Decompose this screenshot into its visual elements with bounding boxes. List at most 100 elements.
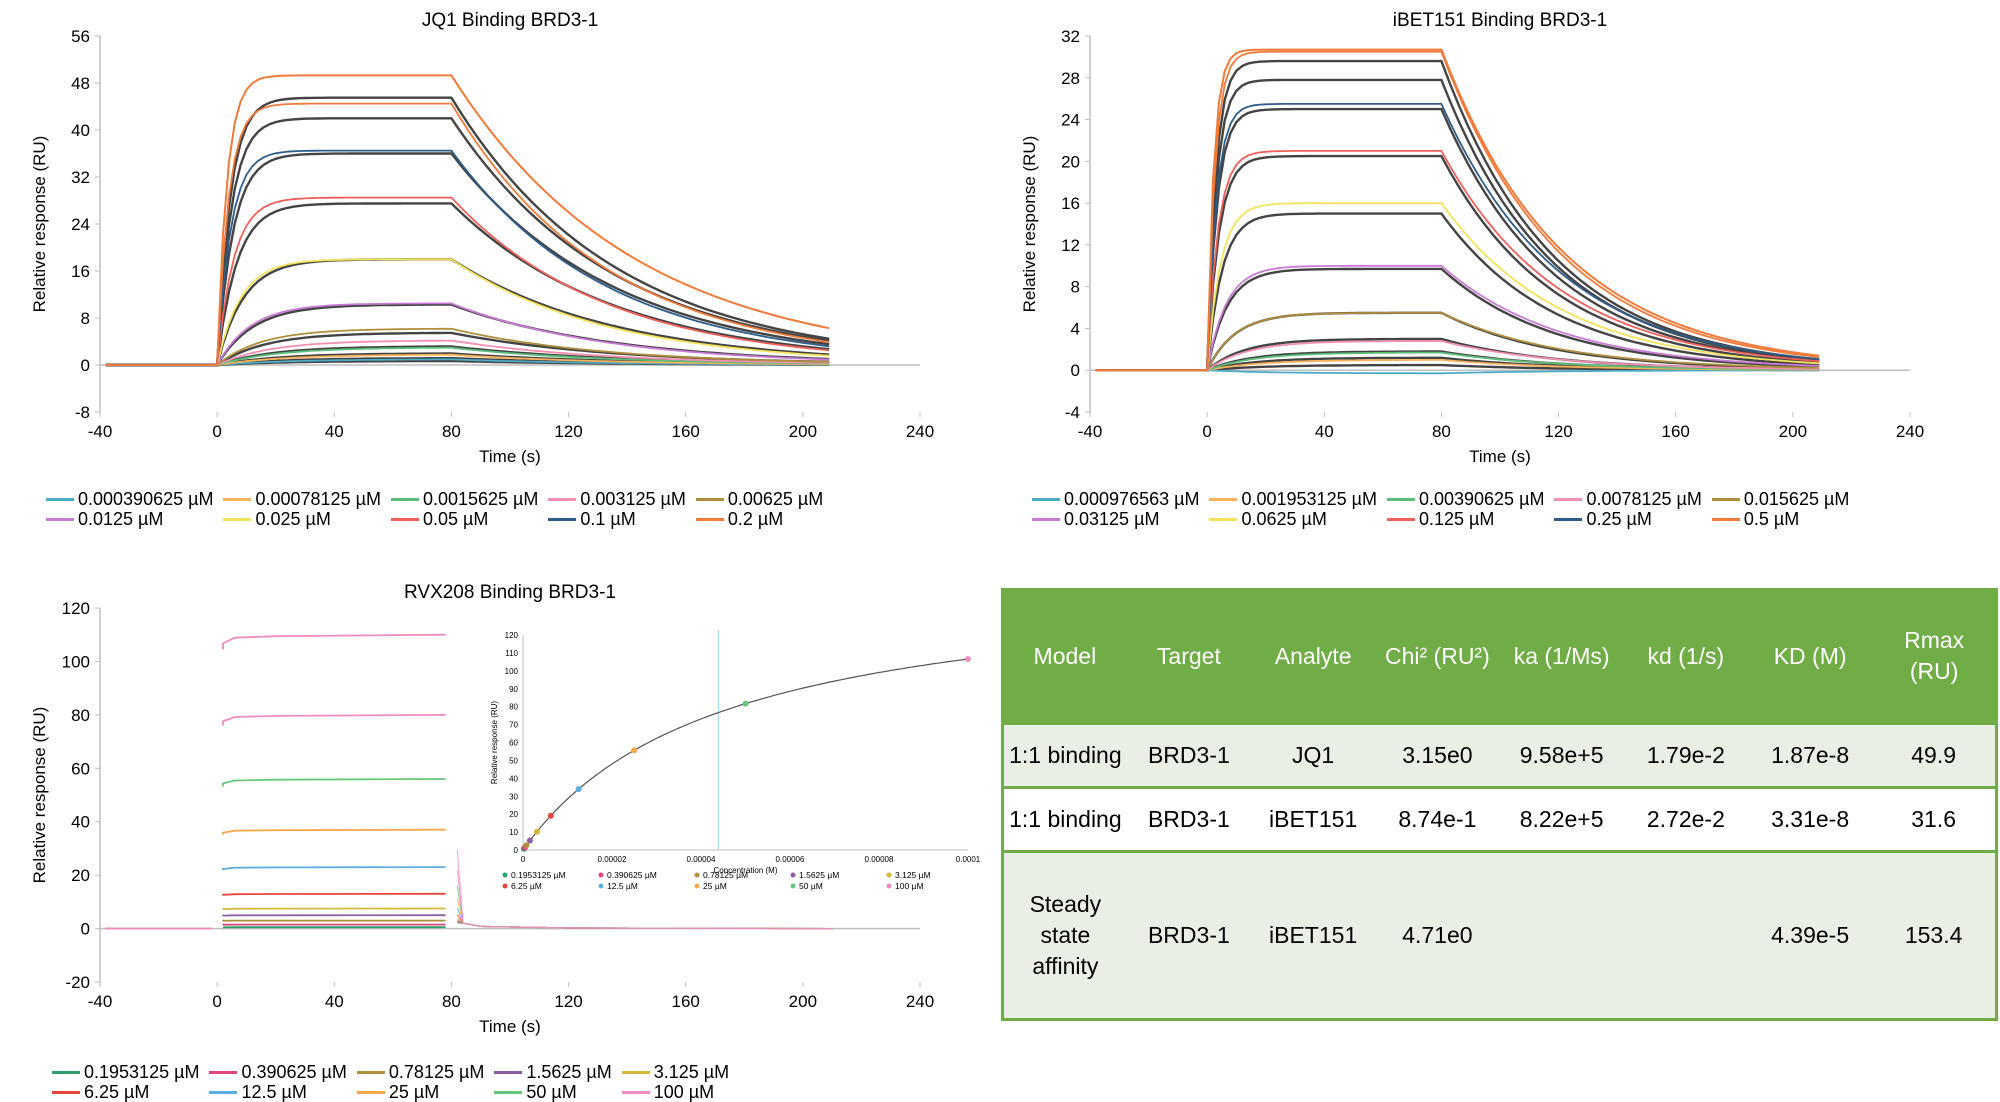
legend-label: 0.00078125 µM	[255, 489, 381, 509]
legend-swatch	[695, 518, 724, 521]
rvx208-sensorgram-chart: RVX208 Binding BRD3-1-20020406080100120-…	[30, 582, 981, 1036]
fit-curve	[105, 202, 830, 367]
legend-label: 0.00625 µM	[727, 489, 824, 509]
series-line	[1095, 103, 1820, 372]
legend-label: 0.1953125 µM	[84, 1062, 200, 1082]
y-tick-label: 20	[71, 866, 90, 885]
legend-label: 0.00390625 µM	[1418, 489, 1545, 509]
inset-legend-marker	[598, 872, 604, 878]
legend-label: 0.78125 µM	[388, 1062, 485, 1082]
series-line	[456, 849, 833, 930]
series-line	[105, 74, 830, 366]
inset-x-tick-label: 0	[521, 855, 526, 864]
x-tick-label: 80	[442, 992, 461, 1011]
fit-curve	[1095, 59, 1820, 372]
cell-analyte: iBET151	[1251, 785, 1376, 853]
legend-item: 0.015625 µM	[1711, 490, 1849, 509]
y-tick-label: 20	[1061, 152, 1080, 171]
y-tick-label: 28	[1061, 69, 1080, 88]
inset-y-tick-label: 50	[509, 756, 518, 765]
fit-curve	[1095, 107, 1820, 372]
legend-swatch	[1711, 518, 1740, 521]
legend-item: 0.0125 µM	[46, 510, 213, 529]
x-axis-label: Time (s)	[479, 447, 541, 466]
series-line	[222, 778, 446, 787]
inset-background	[470, 625, 980, 890]
table-header-row: Model Target Analyte Chi² (RU²) ka (1/Ms…	[1001, 588, 1998, 725]
series-line	[1095, 311, 1820, 372]
y-tick-label: 16	[1061, 194, 1080, 213]
header-rmax: Rmax (RU)	[1871, 588, 1998, 725]
x-tick-label: 160	[1662, 422, 1690, 441]
y-axis-label: Relative response (RU)	[30, 707, 49, 884]
x-tick-label: 40	[1315, 422, 1334, 441]
legend-swatch	[46, 518, 74, 521]
cell-ka	[1499, 849, 1624, 1022]
legend-item: 100 µM	[621, 1083, 729, 1102]
x-tick-label: 160	[672, 992, 700, 1011]
inset-legend-label: 3.125 µM	[895, 870, 931, 880]
inset-legend-marker	[694, 883, 700, 889]
x-tick-label: 120	[1544, 422, 1572, 441]
cell-chi2: 3.15e0	[1375, 722, 1500, 789]
cell-model: 1:1 binding	[1002, 722, 1127, 789]
header-ka: ka (1/Ms)	[1498, 588, 1625, 725]
inset-legend-marker	[598, 883, 604, 889]
legend-item: 0.025 µM	[223, 510, 380, 529]
series-line	[1095, 369, 1820, 375]
legend-item: 12.5 µM	[209, 1083, 346, 1102]
fit-curve	[105, 96, 830, 367]
inset-x-tick-label: 0.00004	[687, 855, 716, 864]
legend-label: 25 µM	[388, 1082, 440, 1102]
legend-label: 6.25 µM	[84, 1082, 150, 1102]
x-tick-label: 200	[789, 992, 817, 1011]
cell-kd: 2.72e-2	[1623, 785, 1748, 853]
legend-swatch	[1386, 518, 1415, 521]
inset-legend-label: 12.5 µM	[607, 881, 638, 891]
inset-y-axis-label: Relative response (RU)	[490, 701, 499, 784]
inset-legend-marker	[502, 872, 508, 878]
y-axis-label: Relative response (RU)	[30, 136, 49, 313]
cell-target: BRD3-1	[1126, 849, 1251, 1022]
x-tick-label: 0	[212, 992, 221, 1011]
cell-rmax: 153.4	[1872, 849, 1997, 1022]
y-tick-label: 0	[81, 920, 90, 939]
x-tick-label: 120	[554, 992, 582, 1011]
inset-legend-label: 0.390625 µM	[607, 870, 657, 880]
legend-item: 0.1 µM	[548, 510, 685, 529]
x-tick-label: -40	[88, 992, 113, 1011]
legend-label: 0.03125 µM	[1064, 509, 1160, 529]
legend-swatch	[1032, 518, 1060, 521]
x-tick-label: 40	[325, 422, 344, 441]
legend-swatch	[494, 1071, 523, 1074]
header-target: Target	[1125, 588, 1253, 725]
legend-item: 3.125 µM	[621, 1063, 729, 1082]
legend-item: 0.03125 µM	[1032, 510, 1199, 529]
legend-swatch	[356, 1091, 385, 1094]
y-tick-label: 80	[71, 706, 90, 725]
inset-y-tick-label: 40	[509, 774, 518, 783]
y-tick-label: 16	[71, 262, 90, 281]
inset-y-tick-label: 70	[509, 721, 518, 730]
series-line	[222, 914, 446, 917]
series-line	[105, 353, 830, 366]
series-line	[222, 828, 446, 835]
y-tick-label: 24	[71, 215, 90, 234]
legend-swatch	[52, 1071, 80, 1074]
series-line	[222, 907, 446, 910]
legend-label: 0.125 µM	[1418, 509, 1495, 529]
inset-data-point	[526, 837, 533, 844]
legend-item: 6.25 µM	[52, 1083, 199, 1102]
legend-item: 0.0625 µM	[1209, 510, 1376, 529]
inset-legend-label: 1.5625 µM	[799, 870, 839, 880]
header-model: Model	[1001, 588, 1128, 725]
series-line	[1095, 50, 1820, 372]
y-tick-label: 0	[1071, 361, 1080, 380]
inset-legend-label: 0.1953125 µM	[511, 870, 566, 880]
legend-label: 0.0625 µM	[1241, 509, 1327, 529]
inset-legend-label: 25 µM	[703, 881, 727, 891]
legend-swatch	[209, 1071, 238, 1074]
inset-data-point	[742, 700, 749, 707]
inset-data-point	[575, 786, 582, 793]
cell-KD: 4.39e-5	[1748, 849, 1873, 1022]
